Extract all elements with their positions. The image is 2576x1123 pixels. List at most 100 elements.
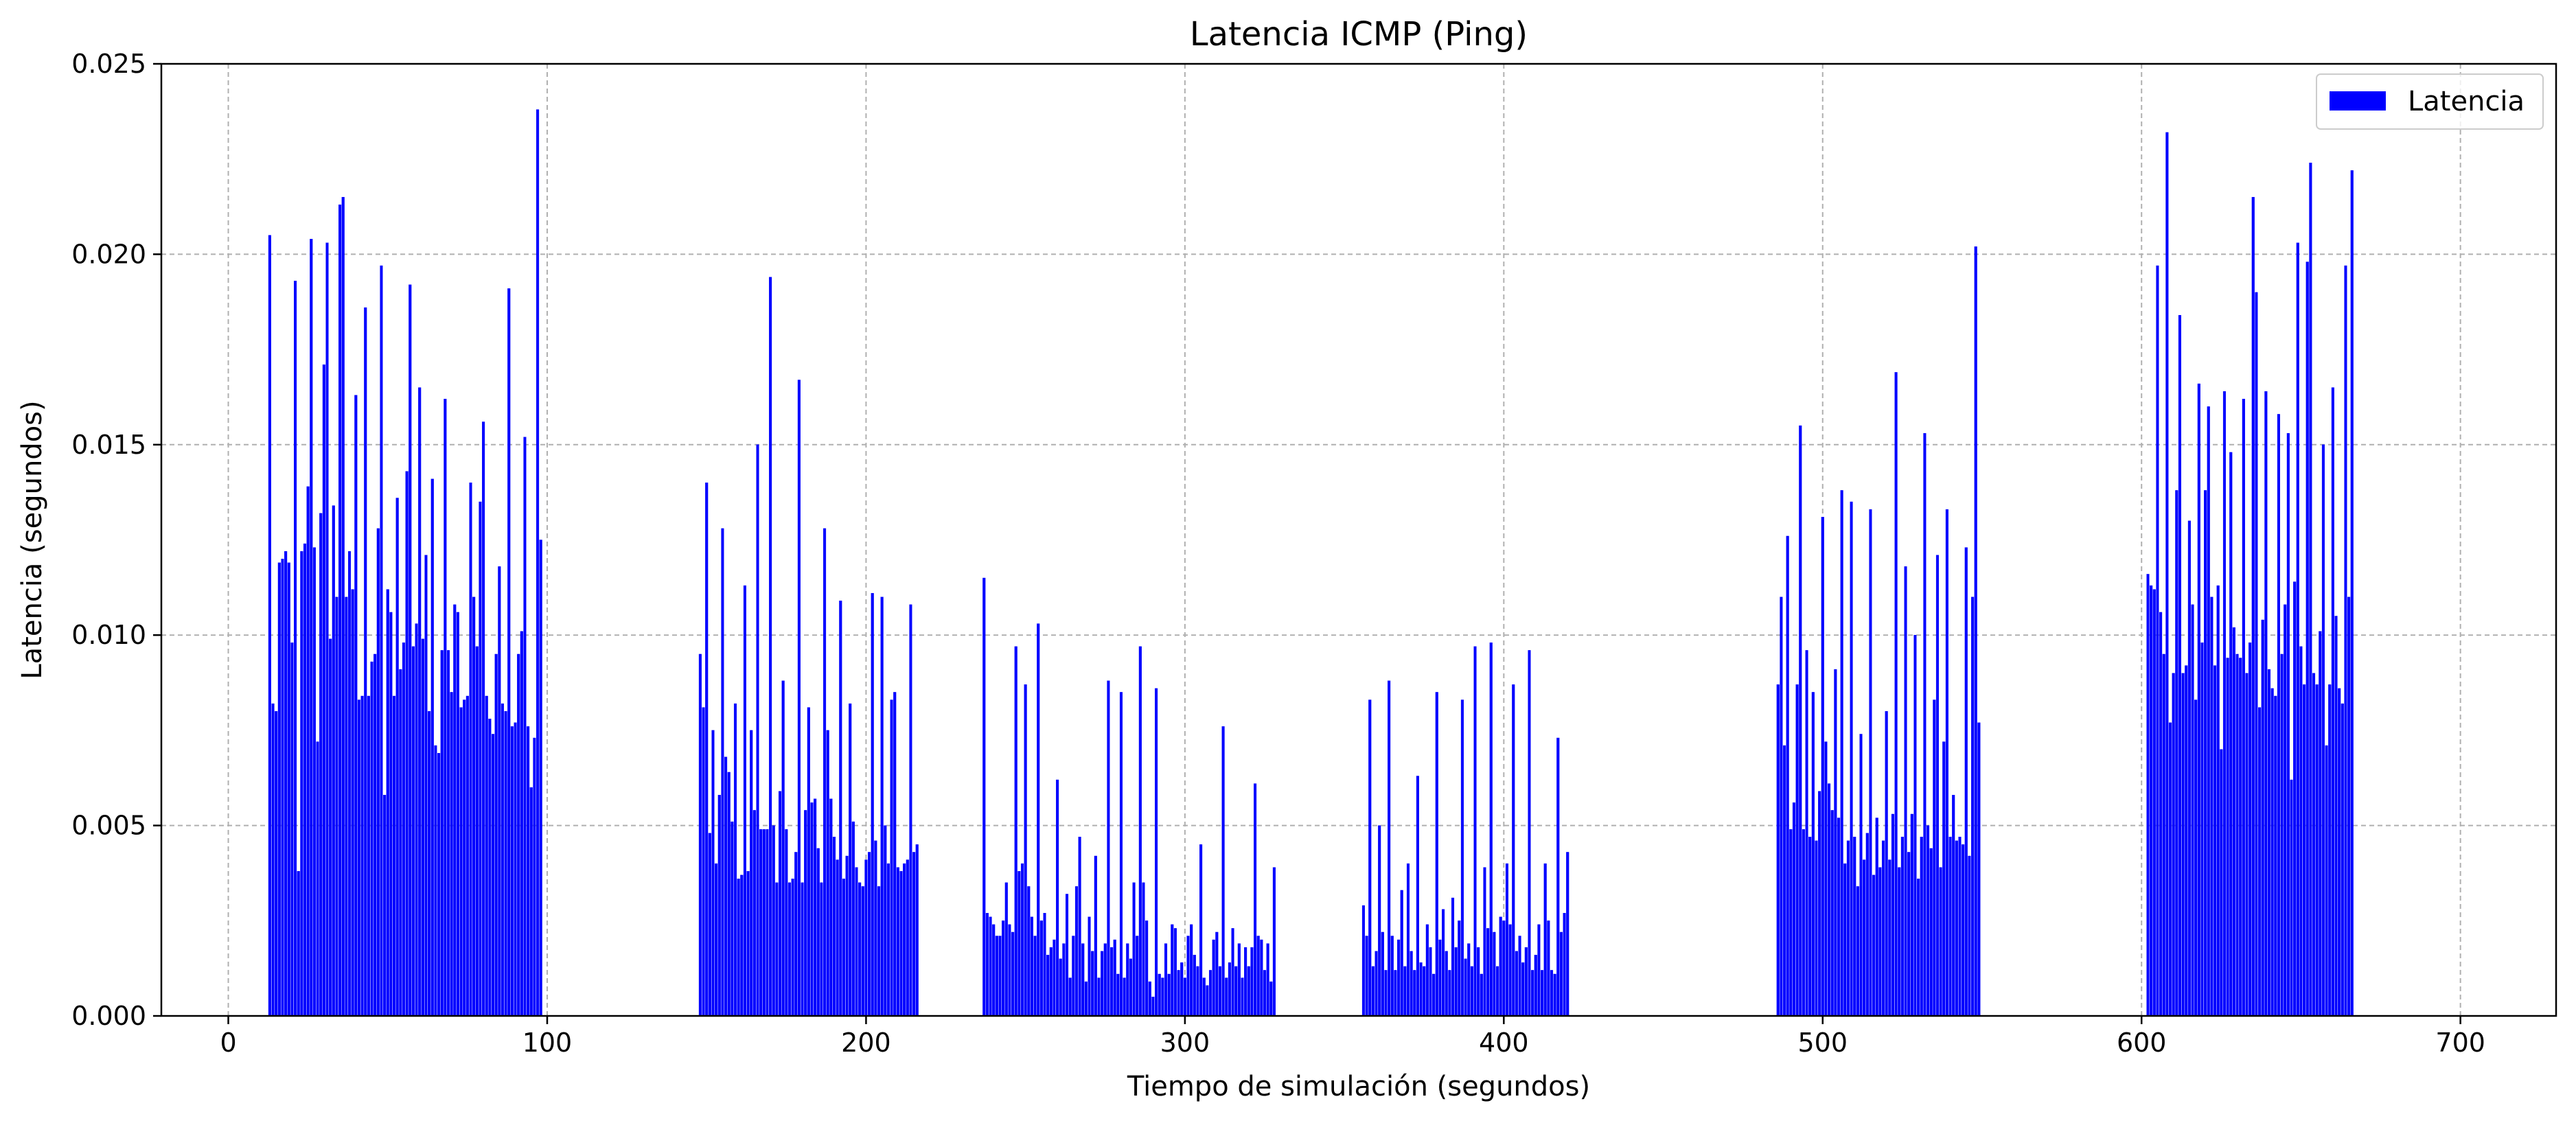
bar [1780,597,1783,1017]
bar [1039,921,1043,1017]
bar [428,710,431,1017]
bar [855,867,858,1017]
bar [1091,951,1094,1017]
bar [2319,631,2322,1017]
bar [787,882,792,1017]
bar [998,936,1002,1017]
bar [1821,517,1824,1017]
bar [491,734,495,1017]
bar [1799,425,1802,1017]
bar [370,661,373,1017]
bar [1088,916,1091,1017]
bar [517,653,520,1017]
bar [1361,905,1366,1017]
bar [2270,688,2274,1017]
bar [2321,444,2325,1017]
bar [2277,414,2280,1017]
bar [766,829,769,1017]
bar [1008,924,1011,1017]
bar [2347,597,2351,1017]
x-tick-label: 700 [2435,1028,2485,1058]
bar [1856,886,1859,1017]
bar [1451,897,1455,1017]
bar [1566,852,1569,1017]
bar [2325,745,2328,1017]
bar [2258,707,2262,1017]
bar [1917,879,1920,1017]
bar [1132,882,1136,1017]
bar [1964,547,1968,1017]
bar [1371,966,1375,1017]
bar [354,395,358,1017]
bar [842,879,845,1017]
bar [849,703,852,1017]
bar [1237,943,1241,1017]
bar [1234,966,1238,1017]
x-tick-label: 200 [841,1028,891,1058]
bar [1208,970,1212,1017]
bar [351,589,354,1017]
bar [912,852,916,1017]
bar [1037,623,1040,1017]
bar [1824,741,1828,1017]
bar [1438,939,1442,1017]
bar [1193,955,1196,1017]
bar [2309,163,2312,1017]
bar [345,597,348,1017]
bar [762,829,766,1017]
bar [1515,951,1518,1017]
bar [1109,947,1114,1017]
bar [1011,931,1015,1017]
bar [520,631,523,1017]
bar [750,730,753,1017]
bar [501,703,505,1017]
bar [791,879,794,1017]
bar [1384,970,1388,1017]
bar [877,886,881,1017]
bar [1394,970,1397,1017]
bar [1540,970,1544,1017]
bar [1559,931,1563,1017]
y-tick-label: 0.025 [71,49,146,79]
bar [2274,695,2277,1017]
bar [415,623,418,1017]
bar [322,364,325,1017]
bar [310,239,313,1017]
bar [1177,970,1180,1017]
bar [2210,597,2213,1017]
bar [1059,958,1062,1017]
bar [2232,627,2235,1017]
bar [1126,943,1129,1017]
bar [1920,837,1923,1017]
bar [1830,810,1834,1017]
bar [1499,916,1502,1017]
bar [1183,977,1186,1017]
bar [884,825,887,1017]
bar [1502,921,1506,1017]
bar [1454,947,1458,1017]
bar [1435,692,1438,1017]
bar [402,642,406,1017]
bar [1948,837,1952,1017]
bar [1272,867,1276,1017]
bar [1881,840,1885,1017]
bar [1113,939,1116,1017]
bar [287,562,290,1017]
bar [1495,966,1499,1017]
bar [989,916,992,1017]
bar [985,912,989,1017]
bar [1537,924,1541,1017]
bar [1432,973,1436,1017]
bar [845,855,849,1017]
bar [2255,292,2258,1017]
bar [1225,977,1228,1017]
bar [1891,813,1895,1017]
bar [1795,684,1799,1017]
bar [721,528,724,1017]
bar [743,585,746,1017]
bar [836,859,839,1017]
bar [2197,383,2200,1017]
bar [2293,581,2297,1017]
bar [1151,997,1155,1017]
bar [325,242,329,1017]
